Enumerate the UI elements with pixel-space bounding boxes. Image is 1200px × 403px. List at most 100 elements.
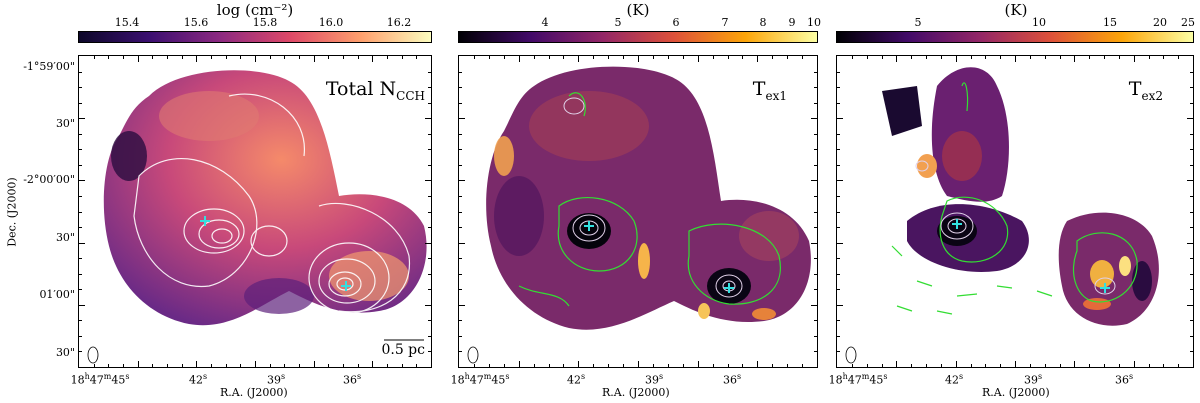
axis-tick [387,364,388,367]
x-tick-label: 18h47m45s [828,372,888,387]
axis-tick [270,56,271,59]
axis-tick [985,56,986,59]
marker-icon [952,219,1110,293]
axis-tick [563,364,564,367]
axis-tick [837,165,840,166]
axis-tick [837,87,840,88]
axis-tick [79,196,82,197]
axis-tick [837,274,840,275]
colorbar-tick-label: 8 [759,16,767,29]
axis-tick [211,364,212,367]
axis-tick [837,180,843,181]
axis-tick [416,364,417,367]
axis-tick [814,196,817,197]
marker-icon [584,221,734,293]
axis-tick [698,361,699,367]
map-tex1: Tex1 [458,55,818,368]
axis-tick [79,72,82,73]
axis-tick [837,243,843,244]
axis-tick [683,56,684,59]
axis-tick [299,364,300,367]
x-axis-title: R.A. (J2000) [982,386,1050,399]
map-label: Tex2 [1128,78,1163,103]
colorbar-tick-label: 5 [914,16,922,29]
axis-tick [985,364,986,367]
axis-tick [814,289,817,290]
axis-tick [608,364,609,367]
axis-tick [428,134,431,135]
axis-tick [1015,361,1016,367]
axis-tick [79,180,85,181]
axis-tick [1190,227,1193,228]
axis-tick [94,364,95,367]
axis-tick [123,56,124,59]
axis-tick [837,212,840,213]
axis-tick [79,227,82,228]
axis-tick [1030,364,1031,367]
axis-tick [459,134,462,135]
axis-tick [578,56,579,62]
axis-tick [108,364,109,367]
axis-tick [802,56,803,59]
axis-tick [255,361,256,367]
colorbar-title: (K) [1004,1,1028,19]
axis-tick [911,364,912,367]
axis-tick [79,258,82,259]
axis-tick [428,72,431,73]
colorbar-title: log (cm⁻²) [216,1,294,19]
axis-tick [1104,56,1105,59]
axis-tick [956,361,957,367]
axis-tick [787,56,788,59]
axis-tick [837,72,840,73]
axis-tick [668,364,669,367]
axis-tick [1074,56,1075,62]
axis-tick [428,336,431,337]
axis-tick [1187,180,1193,181]
axis-tick [152,364,153,367]
axis-tick [270,364,271,367]
axis-tick [1074,361,1075,367]
axis-tick [1000,56,1001,59]
axis-tick [459,289,462,290]
axis-tick [299,56,300,59]
axis-tick [1030,56,1031,59]
axis-tick [811,118,817,119]
x-tick-label: 36s [342,372,362,387]
axis-tick [425,305,431,306]
axis-tick [372,361,373,367]
x-tick-label: 39s [644,372,664,387]
axis-tick [1190,103,1193,104]
axis-tick [226,56,227,59]
colorbar [458,31,818,43]
axis-tick [772,56,773,59]
x-tick-label: 39s [1023,372,1043,387]
axis-tick [1178,56,1179,59]
axis-tick [941,56,942,59]
axis-tick [358,364,359,367]
axis-tick [79,289,82,290]
axis-tick [79,87,82,88]
axis-tick [504,364,505,367]
axis-tick [138,361,139,367]
axis-tick [549,364,550,367]
axis-tick [1089,364,1090,367]
axis-tick [459,320,462,321]
colorbar-tick-label: 16.2 [386,16,412,29]
axis-tick [196,56,197,62]
axis-tick [240,56,241,59]
axis-tick [416,56,417,59]
axis-tick [459,103,462,104]
axis-tick [79,305,85,306]
axis-tick [814,320,817,321]
axis-tick [94,56,95,59]
axis-tick [811,305,817,306]
colorbar-tick-label: 6 [672,16,680,29]
axis-tick [837,118,843,119]
axis-tick [284,364,285,367]
axis-tick [328,56,329,59]
axis-tick [108,56,109,59]
axis-tick [182,364,183,367]
axis-tick [814,87,817,88]
contours [915,160,1116,295]
axis-tick [167,364,168,367]
